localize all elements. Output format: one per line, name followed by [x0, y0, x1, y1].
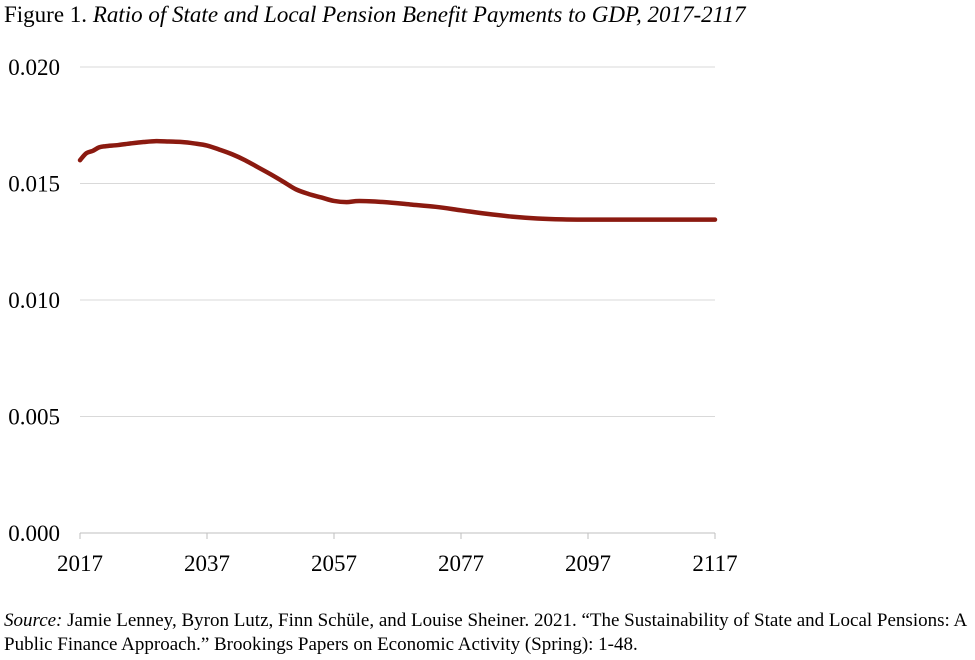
x-tick-label: 2117 — [692, 551, 737, 576]
y-tick-label: 0.005 — [8, 405, 60, 430]
x-tick-label: 2017 — [57, 551, 103, 576]
source-note: Source: Jamie Lenney, Byron Lutz, Finn S… — [4, 609, 969, 657]
gridlines — [80, 66, 715, 417]
figure-title-text: Ratio of State and Local Pension Benefit… — [92, 2, 746, 27]
y-tick-labels: 0.000 0.005 0.010 0.015 0.020 — [8, 55, 60, 546]
figure-title: Figure 1. Ratio of State and Local Pensi… — [4, 2, 745, 28]
series-group — [77, 138, 718, 222]
x-tick-labels: 2017 2037 2057 2077 2097 2117 — [57, 551, 738, 576]
y-tick-label: 0.010 — [8, 288, 60, 313]
axes — [79, 532, 716, 539]
y-tick-label: 0.020 — [8, 55, 60, 80]
series-line — [77, 138, 718, 222]
x-tick-label: 2057 — [311, 551, 357, 576]
x-tick-label: 2037 — [184, 551, 230, 576]
source-label: Source: — [4, 610, 63, 631]
y-tick-label: 0.015 — [8, 172, 60, 197]
x-tick-label: 2077 — [438, 551, 484, 576]
source-text: Jamie Lenney, Byron Lutz, Finn Schüle, a… — [4, 610, 967, 655]
figure-label: Figure 1. — [4, 2, 88, 27]
y-tick-label: 0.000 — [8, 521, 60, 546]
x-tick-label: 2097 — [565, 551, 611, 576]
